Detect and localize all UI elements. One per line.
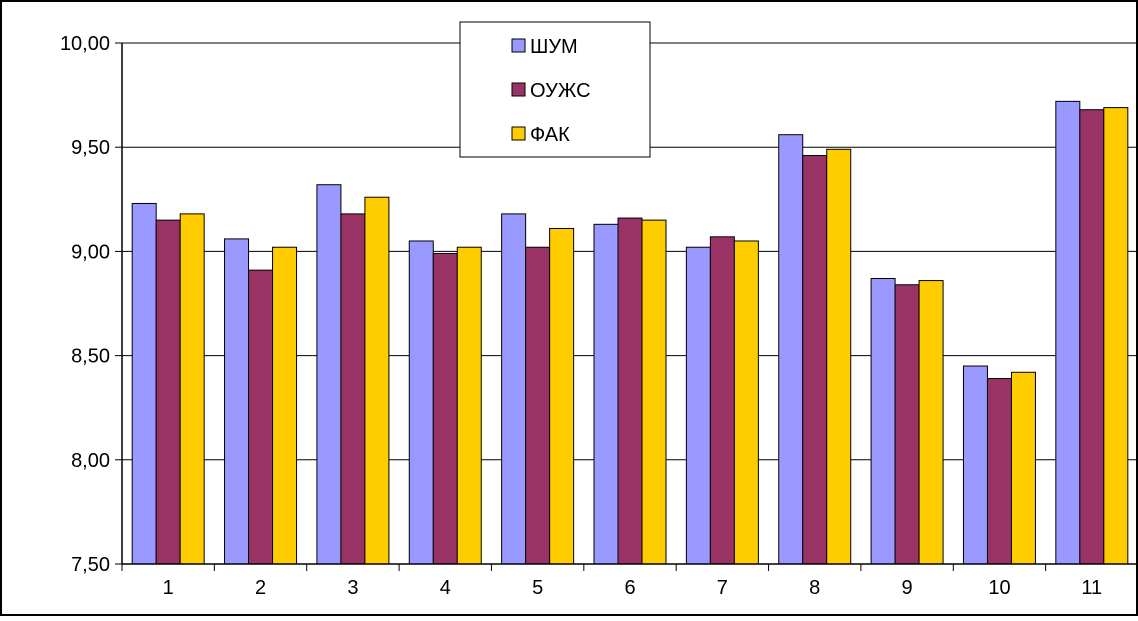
bar <box>272 246 298 565</box>
bar <box>1055 100 1081 565</box>
bar <box>549 227 575 565</box>
y-tick-label: 8,50 <box>71 346 110 368</box>
bar <box>501 213 527 565</box>
axes: 7,50 8,00 8,50 9,00 9,50 10,00 1 2 3 4 5 6 7 8 9 10 11 <box>60 33 1138 599</box>
legend-swatch <box>511 38 526 53</box>
legend-swatch <box>511 82 526 97</box>
x-tick-label: 11 <box>1081 577 1102 599</box>
bar <box>778 134 804 565</box>
bar <box>962 365 988 565</box>
x-tick-label: 6 <box>624 577 635 599</box>
bar <box>733 240 759 565</box>
bar <box>870 277 896 565</box>
bar <box>918 280 944 565</box>
y-tick-label: 9,50 <box>71 137 110 159</box>
bar <box>709 236 735 565</box>
legend-box <box>459 21 651 158</box>
bar <box>408 240 434 565</box>
x-tick-label: 7 <box>717 577 728 599</box>
bar <box>685 246 711 565</box>
bar <box>155 219 181 565</box>
legend: ШУМ ОУЖС ФАК <box>459 21 651 158</box>
legend-label: ШУМ <box>530 36 578 58</box>
x-tick-label: 8 <box>809 577 820 599</box>
bar <box>1079 109 1105 565</box>
legend-swatch <box>511 126 526 141</box>
bar <box>340 213 366 565</box>
y-tick-label: 8,00 <box>71 450 110 472</box>
y-tick-label: 9,00 <box>71 241 110 263</box>
legend-label: ФАК <box>530 124 570 146</box>
bar <box>432 252 458 565</box>
bar <box>179 213 205 565</box>
x-tick-label: 3 <box>347 577 358 599</box>
bar <box>131 202 157 565</box>
bar <box>617 217 643 565</box>
bar <box>641 219 667 565</box>
x-tick-label: 4 <box>440 577 451 599</box>
bar <box>456 246 482 565</box>
bar <box>1103 107 1129 565</box>
bar <box>316 184 342 565</box>
legend-label: ОУЖС <box>530 80 591 102</box>
x-tick-label: 9 <box>902 577 913 599</box>
bar <box>1010 371 1036 565</box>
x-tick-label: 10 <box>988 577 1010 599</box>
bar <box>248 269 274 565</box>
x-tick-label: 1 <box>163 577 174 599</box>
bars <box>131 100 1129 565</box>
x-tick-label: 2 <box>255 577 266 599</box>
bar <box>894 284 920 565</box>
bar <box>224 238 250 565</box>
bar <box>593 223 619 565</box>
bar <box>364 196 390 565</box>
bar <box>802 155 828 565</box>
y-tick-label: 7,50 <box>71 554 110 576</box>
bar <box>986 378 1012 565</box>
x-tick-label: 5 <box>532 577 543 599</box>
bar <box>525 246 551 565</box>
y-tick-label: 10,00 <box>60 33 110 55</box>
bar <box>826 148 852 565</box>
